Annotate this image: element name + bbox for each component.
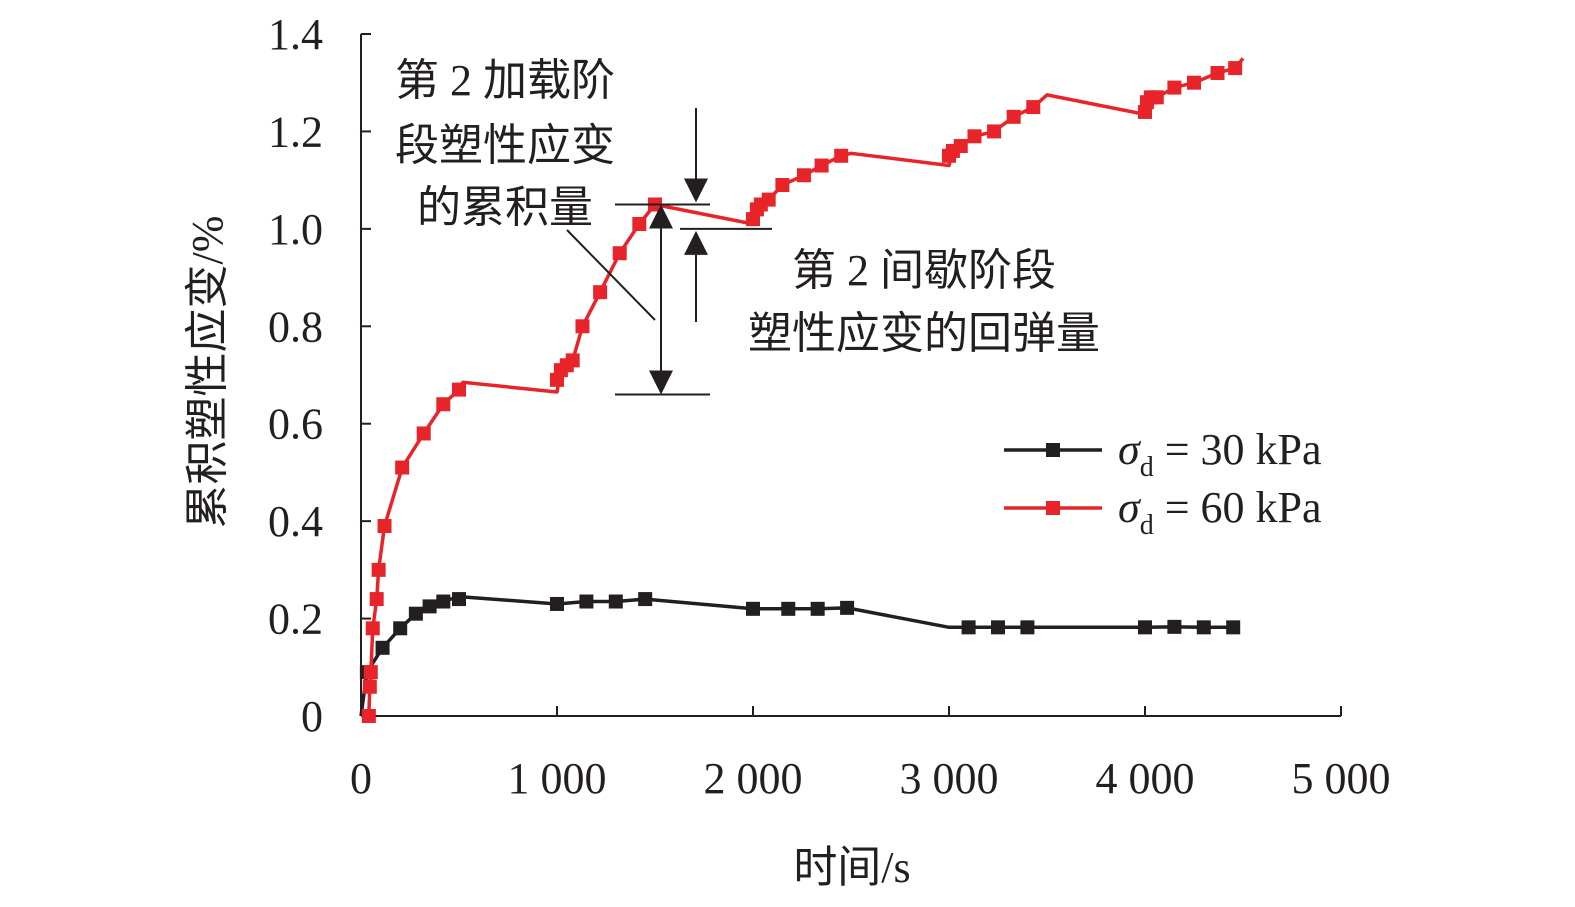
- data-point-series-2: [377, 519, 392, 534]
- x-tick-label: 1 000: [508, 754, 607, 803]
- annotation-rebound-text: 第 2 间歇阶段: [792, 246, 1056, 295]
- data-point-series-2: [953, 139, 968, 154]
- data-point-series-1: [1167, 619, 1182, 634]
- data-point-series-1: [452, 592, 466, 607]
- data-point-series-2: [1210, 65, 1225, 80]
- data-point-series-1: [408, 606, 423, 621]
- data-point-series-1: [422, 599, 437, 614]
- annotation-loading-text: 段塑性应变: [395, 121, 615, 170]
- annotation-loading-text: 第 2 加载阶: [395, 56, 615, 105]
- data-point-series-1: [1226, 620, 1241, 635]
- y-ticks: 0 0.2 0.4 0.6 0.8 1.0 1.2 1.4: [268, 10, 371, 741]
- data-point-series-1: [1020, 620, 1035, 635]
- data-point-series-2: [436, 397, 451, 412]
- x-tick-label: 0: [350, 754, 372, 803]
- data-point-series-1: [961, 620, 976, 635]
- axes: [360, 34, 1341, 717]
- series-line-1: [359, 594, 1234, 717]
- data-point-series-1: [579, 594, 594, 609]
- data-point-series-2: [1187, 75, 1201, 90]
- data-point-series-2: [1167, 80, 1182, 95]
- data-point-series-2: [365, 621, 380, 636]
- data-point-series-2: [834, 148, 849, 163]
- legend-label: σd = 60 kPa: [1118, 483, 1322, 541]
- data-point-series-2: [1026, 100, 1041, 115]
- x-ticks: 0 1 000 2 000 3 000 4 000 5 000: [350, 706, 1391, 803]
- data-point-series-1: [810, 601, 825, 616]
- data-point-series-2: [814, 158, 829, 173]
- data-point-series-1: [550, 596, 564, 611]
- y-tick-label: 0.2: [268, 595, 323, 644]
- data-point-series-2: [761, 192, 776, 207]
- y-axis-title: 累积塑性应变/%: [183, 216, 232, 529]
- data-point-series-2: [575, 319, 590, 334]
- data-point-series-2: [416, 426, 431, 441]
- y-tick-label: 0.4: [268, 497, 323, 546]
- x-tick-label: 4 000: [1096, 754, 1195, 803]
- arrow-head-up: [649, 204, 673, 229]
- data-point-series-2: [1228, 61, 1243, 76]
- x-tick-label: 5 000: [1292, 754, 1391, 803]
- arrow-head-up: [684, 230, 708, 255]
- data-point-series-1: [991, 620, 1005, 635]
- y-tick-label: 1.2: [268, 107, 323, 156]
- data-point-series-2: [565, 353, 580, 368]
- data-point-series-1: [608, 594, 623, 609]
- data-point-series-2: [632, 216, 647, 231]
- data-point-series-1: [375, 640, 390, 655]
- legend-marker: [1046, 501, 1060, 515]
- series-layer: [359, 57, 1245, 723]
- data-point-series-2: [395, 460, 410, 475]
- data-point-series-2: [1149, 90, 1164, 105]
- data-point-series-2: [775, 178, 790, 193]
- data-point-series-1: [1196, 620, 1211, 635]
- data-point-series-2: [967, 129, 982, 144]
- x-axis-title: 时间/s: [793, 843, 910, 892]
- data-point-series-2: [796, 168, 811, 183]
- annotation-loading-text: 的累积量: [417, 183, 593, 232]
- arrow-head-down: [649, 370, 673, 395]
- legend-label: σd = 30 kPa: [1118, 425, 1322, 483]
- data-point-series-1: [638, 592, 653, 607]
- data-point-series-1: [781, 601, 796, 616]
- y-tick-label: 0.8: [268, 302, 323, 351]
- x-tick-label: 2 000: [704, 754, 803, 803]
- data-point-series-2: [452, 382, 466, 397]
- data-point-series-2: [361, 709, 376, 723]
- data-point-series-2: [612, 246, 627, 261]
- data-point-series-1: [746, 601, 760, 616]
- data-point-series-2: [1006, 109, 1021, 124]
- y-tick-label: 0: [301, 692, 323, 741]
- y-tick-label: 0.6: [268, 400, 323, 449]
- y-tick-label: 1.0: [268, 205, 323, 254]
- data-point-series-1: [1138, 620, 1152, 635]
- data-point-series-2: [362, 679, 377, 694]
- annotation-rebound-text: 塑性应变的回弹量: [748, 309, 1100, 358]
- annotation-leader-line: [566, 229, 656, 321]
- data-point-series-1: [840, 600, 855, 615]
- data-point-series-1: [393, 621, 408, 636]
- data-point-series-2: [369, 592, 384, 607]
- data-point-series-2: [987, 124, 1002, 139]
- legend-marker: [1046, 443, 1060, 457]
- data-point-series-2: [363, 665, 378, 680]
- arrow-head-down: [684, 178, 708, 203]
- data-point-series-2: [593, 285, 608, 300]
- y-tick-label: 1.4: [268, 10, 323, 59]
- data-point-series-1: [436, 594, 451, 609]
- x-tick-label: 3 000: [900, 754, 999, 803]
- data-point-series-2: [371, 562, 386, 577]
